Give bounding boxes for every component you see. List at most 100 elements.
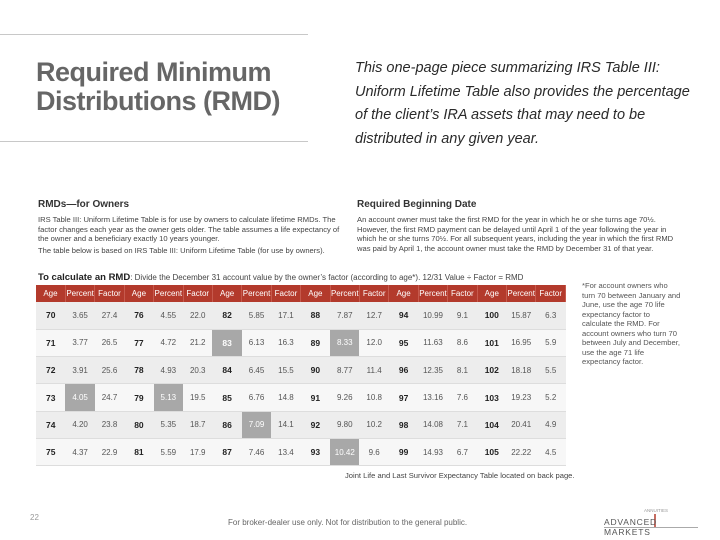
logo-small-text: ANNUITIES [644,508,669,513]
factor-cell: 20.3 [183,356,213,385]
age-cell: 101 [477,329,507,358]
percent-cell: 16.95 [506,329,536,358]
percent-cell: 4.72 [153,329,184,358]
age-cell: 97 [388,383,419,412]
factor-cell: 17.1 [271,302,301,330]
logo-mark-icon [654,514,656,527]
percent-cell: 5.35 [153,411,184,439]
percent-cell: 9.80 [330,411,360,439]
age-cell: 74 [36,411,66,439]
factor-cell: 10.2 [359,411,389,439]
advanced-markets-logo: ANNUITIES ADVANCED MARKETS [604,508,700,537]
age-cell: 81 [124,438,154,467]
factor-cell: 15.5 [271,356,301,385]
percent-cell: 8.77 [330,356,360,385]
age-cell: 86 [212,411,242,439]
factor-cell: 23.8 [94,411,125,439]
factor-cell: 21.2 [183,329,213,358]
age-cell: 90 [300,356,331,385]
percent-cell: 8.33 [330,329,360,358]
factor-cell: 12.7 [359,302,389,330]
factor-cell: 17.9 [183,438,213,467]
percent-cell: 7.46 [241,438,272,467]
percent-cell: 4.93 [153,356,184,385]
page-number: 22 [30,513,39,522]
factor-cell: 14.8 [271,383,301,412]
age-cell: 80 [124,411,154,439]
rbd-heading: Required Beginning Date [357,199,477,210]
percent-cell: 5.59 [153,438,184,467]
factor-cell: 22.0 [183,302,213,330]
age-cell: 71 [36,329,66,358]
age-cell: 91 [300,383,331,412]
factor-cell: 26.5 [94,329,125,358]
factor-cell: 16.3 [271,329,301,358]
percent-cell: 7.09 [241,411,272,439]
factor-cell: 4.5 [535,438,566,467]
column-header: Percent [153,285,184,302]
header-rule-bottom [0,141,308,142]
age-cell: 95 [388,329,419,358]
factor-cell: 13.4 [271,438,301,467]
column-header: Age [477,285,508,302]
age-cell: 72 [36,356,66,385]
percent-cell: 10.99 [418,302,448,330]
factor-cell: 12.0 [359,329,389,358]
percent-cell: 22.22 [506,438,536,467]
age-cell: 92 [300,411,331,439]
factor-cell: 7.6 [447,383,478,412]
calc-instructions: To calculate an RMD: Divide the December… [38,272,523,283]
percent-cell: 6.76 [241,383,272,412]
column-header: Factor [271,285,302,302]
factor-cell: 4.9 [535,411,566,439]
column-header: Factor [94,285,125,302]
percent-cell: 15.87 [506,302,536,330]
age-cell: 76 [124,302,154,330]
factor-cell: 5.5 [535,356,566,385]
age-cell: 89 [300,329,331,358]
column-header: Percent [506,285,537,302]
logo-underline [604,527,698,528]
rbd-description: An account owner must take the first RMD… [357,215,674,253]
age-cell: 103 [477,383,507,412]
disclaimer: For broker-dealer use only. Not for dist… [228,518,468,527]
table-row: 72 3.91 25.6 78 4.93 20.3 84 6.45 15.5 90 8.77 11.4… [36,356,566,385]
percent-cell: 7.87 [330,302,360,330]
percent-cell: 14.93 [418,438,448,467]
age-cell: 93 [300,438,331,467]
owners-para-1: IRS Table III: Uniform Lifetime Table is… [38,215,340,243]
age-cell: 87 [212,438,242,467]
owners-description: IRS Table III: Uniform Lifetime Table is… [38,215,343,255]
table-footer-note: Joint Life and Last Survivor Expectancy … [345,471,575,480]
age-cell: 75 [36,438,66,467]
header-rule-top [0,34,308,35]
factor-cell: 5.2 [535,383,566,412]
column-header: Age [36,285,66,302]
age-cell: 84 [212,356,242,385]
age-cell: 99 [388,438,419,467]
age-footnote: *For account owners who turn 70 between … [582,281,681,366]
table-row: 71 3.77 26.5 77 4.72 21.2 83 6.13 16.3 89 8.33 12.0… [36,329,566,358]
age-cell: 78 [124,356,154,385]
age-cell: 79 [124,383,154,412]
table-row: 73 4.05 24.7 79 5.13 19.5 85 6.76 14.8 91 9.26 10.8… [36,383,566,412]
factor-cell: 10.8 [359,383,389,412]
age-cell: 73 [36,383,66,412]
factor-cell: 24.7 [94,383,125,412]
age-cell: 88 [300,302,331,330]
factor-cell: 19.5 [183,383,213,412]
percent-cell: 3.77 [65,329,95,358]
column-header: Factor [535,285,566,302]
percent-cell: 6.45 [241,356,272,385]
column-header: Factor [183,285,213,302]
factor-cell: 22.9 [94,438,125,467]
percent-cell: 11.63 [418,329,448,358]
column-header: Percent [330,285,360,302]
column-header: Percent [418,285,449,302]
factor-cell: 5.9 [535,329,566,358]
table-header-row: Age Percent Factor Age Percent Factor Age Perce… [36,285,566,302]
age-cell: 105 [477,438,507,467]
factor-cell: 8.6 [447,329,478,358]
percent-cell: 10.42 [330,438,360,467]
column-header: Percent [65,285,96,302]
